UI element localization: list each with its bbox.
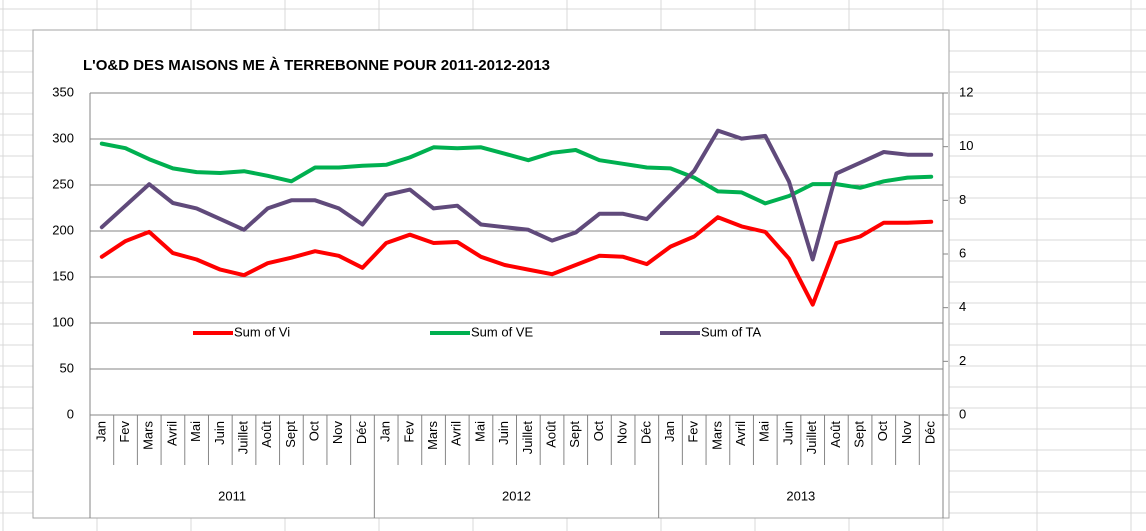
x-tick-label: Jan <box>662 421 677 442</box>
x-tick-label: Sept <box>567 421 582 448</box>
x-tick-label: Juin <box>780 421 795 445</box>
legend-label: Sum of TA <box>701 324 762 339</box>
x-tick-label: Mars <box>425 421 440 450</box>
legend-label: Sum of Vi <box>234 324 290 339</box>
x-tick-label: Nov <box>899 421 914 445</box>
series-line <box>99 128 934 262</box>
x-tick-label: Déc <box>923 421 938 445</box>
y2-tick-label: 6 <box>959 245 966 260</box>
y-tick-label: 300 <box>52 130 74 145</box>
x-tick-label: Sept <box>283 421 298 448</box>
y2-tick-label: 8 <box>959 192 966 207</box>
x-tick-label: Mai <box>472 421 487 442</box>
y2-tick-label: 10 <box>959 138 973 153</box>
y-tick-label: 350 <box>52 84 74 99</box>
y-tick-label: 50 <box>60 360 74 375</box>
y2-tick-label: 12 <box>959 84 973 99</box>
x-tick-label: Août <box>828 421 843 448</box>
x-tick-label: Sept <box>852 421 867 448</box>
x-tick-label: Oct <box>591 421 606 442</box>
y-tick-label: 250 <box>52 176 74 191</box>
x-tick-label: Jan <box>378 421 393 442</box>
x-tick-label: Nov <box>330 421 345 445</box>
x-tick-label: Mars <box>141 421 156 450</box>
x-tick-label: Août <box>259 421 274 448</box>
x-tick-label: Mai <box>757 421 772 442</box>
y2-tick-label: 4 <box>959 299 966 314</box>
x-tick-label: Avril <box>733 421 748 446</box>
x-tick-label: Oct <box>875 421 890 442</box>
series-line <box>99 215 934 307</box>
x-tick-label: Fev <box>117 421 132 443</box>
x-tick-label: Juillet <box>804 421 819 455</box>
x-tick-label: Jan <box>93 421 108 442</box>
x-tick-label: Déc <box>354 421 369 445</box>
x-tick-label: Fev <box>401 421 416 443</box>
x-tick-label: Oct <box>307 421 322 442</box>
y-tick-label: 200 <box>52 222 74 237</box>
group-label: 2013 <box>786 488 815 503</box>
x-tick-label: Août <box>543 421 558 448</box>
x-tick-label: Mai <box>188 421 203 442</box>
x-tick-label: Avril <box>164 421 179 446</box>
x-tick-label: Juin <box>212 421 227 445</box>
x-tick-label: Fev <box>686 421 701 443</box>
y-tick-label: 0 <box>67 406 74 421</box>
x-tick-label: Juillet <box>235 421 250 455</box>
y2-tick-label: 0 <box>959 406 966 421</box>
legend-label: Sum of VE <box>471 324 533 339</box>
x-tick-label: Juillet <box>520 421 535 455</box>
x-tick-label: Mars <box>709 421 724 450</box>
y-tick-label: 100 <box>52 314 74 329</box>
x-tick-label: Juin <box>496 421 511 445</box>
y-tick-label: 150 <box>52 268 74 283</box>
x-tick-label: Déc <box>638 421 653 445</box>
x-tick-label: Nov <box>615 421 630 445</box>
group-label: 2012 <box>502 488 531 503</box>
x-tick-label: Avril <box>449 421 464 446</box>
group-label: 2011 <box>218 488 246 503</box>
y2-tick-label: 2 <box>959 353 966 368</box>
chart-title: L'O&D DES MAISONS ME À TERREBONNE POUR 2… <box>83 57 550 74</box>
